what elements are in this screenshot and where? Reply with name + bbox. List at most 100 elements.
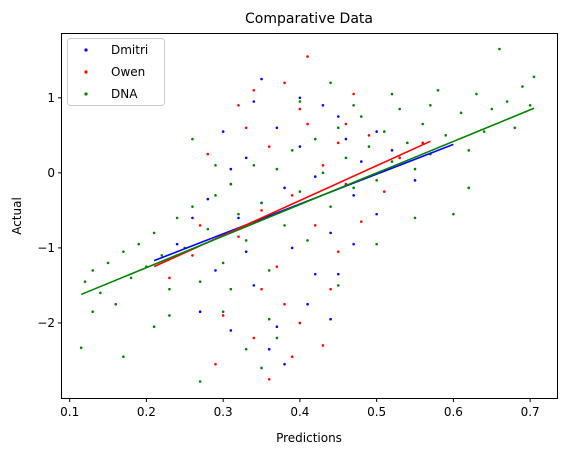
data-point-2-35 (344, 156, 348, 160)
data-point-0-31 (229, 167, 233, 171)
data-point-0-27 (275, 325, 279, 329)
data-point-2-41 (390, 160, 394, 163)
data-point-0-33 (336, 115, 340, 118)
data-point-0-14 (306, 302, 309, 306)
data-point-1-29 (306, 55, 309, 58)
data-point-2-55 (498, 47, 501, 51)
data-point-1-2 (206, 152, 210, 156)
data-point-2-10 (152, 231, 156, 235)
x-tick-label-2: 0.3 (214, 405, 233, 419)
x-tick-label-3: 0.4 (290, 405, 309, 419)
data-point-2-0 (79, 346, 83, 350)
x-tick-label-5: 0.6 (444, 405, 463, 419)
fit-line-2 (80, 107, 535, 296)
data-point-0-22 (375, 212, 378, 216)
data-point-1-17 (329, 287, 332, 291)
data-point-2-42 (398, 107, 401, 111)
fit-lines-layer (80, 107, 535, 296)
data-point-2-4 (106, 261, 110, 265)
data-point-2-60 (532, 75, 536, 79)
data-point-0-21 (360, 160, 363, 163)
legend-marker-1 (84, 70, 88, 74)
legend: Dmitri Owen DNA (67, 38, 165, 106)
data-point-2-80 (91, 310, 94, 313)
plot-frame (61, 33, 558, 399)
data-point-1-27 (252, 88, 256, 92)
data-point-2-33 (329, 205, 332, 208)
data-point-0-13 (298, 145, 302, 148)
data-point-2-20 (229, 182, 233, 186)
data-point-1-16 (321, 164, 325, 167)
data-point-0-32 (191, 216, 194, 220)
data-point-2-21 (237, 212, 240, 216)
data-point-2-64 (221, 310, 225, 313)
data-point-1-12 (290, 194, 294, 197)
data-point-2-38 (367, 145, 371, 148)
data-point-1-23 (383, 190, 386, 193)
data-point-0-4 (229, 329, 233, 332)
data-point-0-6 (244, 156, 248, 160)
data-point-1-1 (191, 254, 194, 257)
data-point-0-25 (206, 197, 210, 201)
data-point-0-26 (244, 250, 248, 253)
chart-title: Comparative Data (245, 11, 373, 27)
data-point-1-22 (367, 134, 371, 137)
data-point-0-24 (413, 179, 417, 182)
data-point-1-30 (321, 344, 325, 347)
data-point-2-45 (421, 122, 425, 126)
data-point-2-12 (168, 287, 171, 291)
data-point-2-36 (352, 186, 355, 190)
legend-box (67, 38, 165, 106)
data-point-2-22 (244, 239, 248, 242)
data-point-2-40 (383, 130, 386, 133)
data-point-2-28 (290, 149, 294, 152)
data-point-2-75 (352, 104, 355, 107)
data-point-0-34 (283, 362, 286, 366)
data-point-0-11 (283, 186, 286, 190)
data-point-1-33 (198, 224, 202, 227)
legend-label-2: DNA (111, 87, 138, 101)
x-tick-label-4: 0.5 (367, 405, 386, 419)
data-point-0-17 (329, 231, 332, 235)
data-point-1-5 (237, 235, 240, 238)
data-point-2-32 (321, 171, 325, 175)
data-point-2-72 (467, 186, 471, 190)
data-point-0-12 (290, 246, 294, 250)
data-point-1-0 (168, 276, 171, 280)
data-point-1-9 (267, 145, 271, 148)
data-point-1-10 (275, 265, 279, 268)
data-point-1-38 (290, 355, 294, 359)
data-point-2-27 (283, 224, 286, 227)
data-point-2-53 (482, 130, 486, 133)
data-point-2-37 (360, 115, 363, 118)
data-point-0-1 (198, 310, 202, 313)
data-point-1-21 (360, 220, 363, 223)
data-point-2-2 (91, 269, 94, 272)
data-point-2-8 (137, 242, 141, 246)
legend-marker-2 (84, 92, 88, 96)
data-point-2-26 (275, 167, 279, 171)
y-tick-label-1: −1 (37, 241, 55, 255)
data-point-0-37 (352, 242, 355, 246)
data-point-1-15 (313, 224, 317, 227)
data-point-1-28 (283, 302, 286, 306)
data-point-2-30 (306, 239, 309, 242)
x-axis: 0.1 0.2 0.3 0.4 0.5 0.6 0.7 (60, 398, 540, 419)
data-point-2-39 (375, 179, 378, 182)
data-point-1-18 (336, 141, 340, 145)
data-point-0-0 (175, 242, 179, 246)
data-point-2-17 (206, 227, 210, 231)
data-point-2-65 (336, 284, 340, 287)
data-point-2-11 (160, 254, 164, 257)
data-point-2-15 (191, 205, 194, 208)
data-point-2-51 (467, 149, 471, 152)
legend-label-1: Owen (111, 65, 145, 79)
data-point-2-71 (413, 216, 417, 220)
data-point-2-63 (275, 336, 279, 340)
data-point-2-34 (336, 126, 340, 130)
data-point-0-28 (298, 96, 302, 100)
data-point-1-6 (244, 126, 248, 130)
data-point-1-25 (421, 141, 425, 145)
data-point-1-31 (267, 377, 271, 381)
